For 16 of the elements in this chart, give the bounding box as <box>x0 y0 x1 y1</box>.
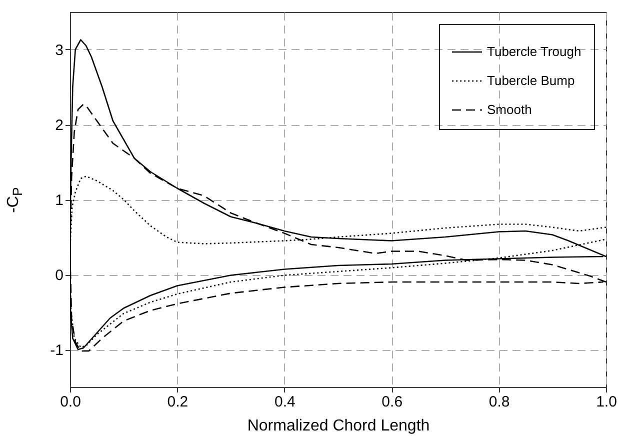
x-tick-label: 1.0 <box>596 394 617 410</box>
legend-label: Tubercle Bump <box>487 73 575 88</box>
y-tick-label: 2 <box>55 117 64 134</box>
y-tick-label: 3 <box>55 42 64 59</box>
legend-label: Tubercle Trough <box>487 44 582 59</box>
line-series <box>70 39 606 350</box>
y-tick-label: -1 <box>50 342 64 359</box>
x-tick-label: 0.0 <box>60 394 81 410</box>
x-tick-label: 0.4 <box>274 394 296 410</box>
y-tick-label: 0 <box>55 267 64 284</box>
x-tick-label: 0.8 <box>488 394 510 410</box>
y-tick-label: 1 <box>55 192 64 209</box>
legend-label: Smooth <box>487 102 532 117</box>
x-tick-label: 0.2 <box>167 394 188 410</box>
x-tick-label: 0.6 <box>382 394 403 410</box>
x-axis-title: Normalized Chord Length <box>247 418 430 434</box>
